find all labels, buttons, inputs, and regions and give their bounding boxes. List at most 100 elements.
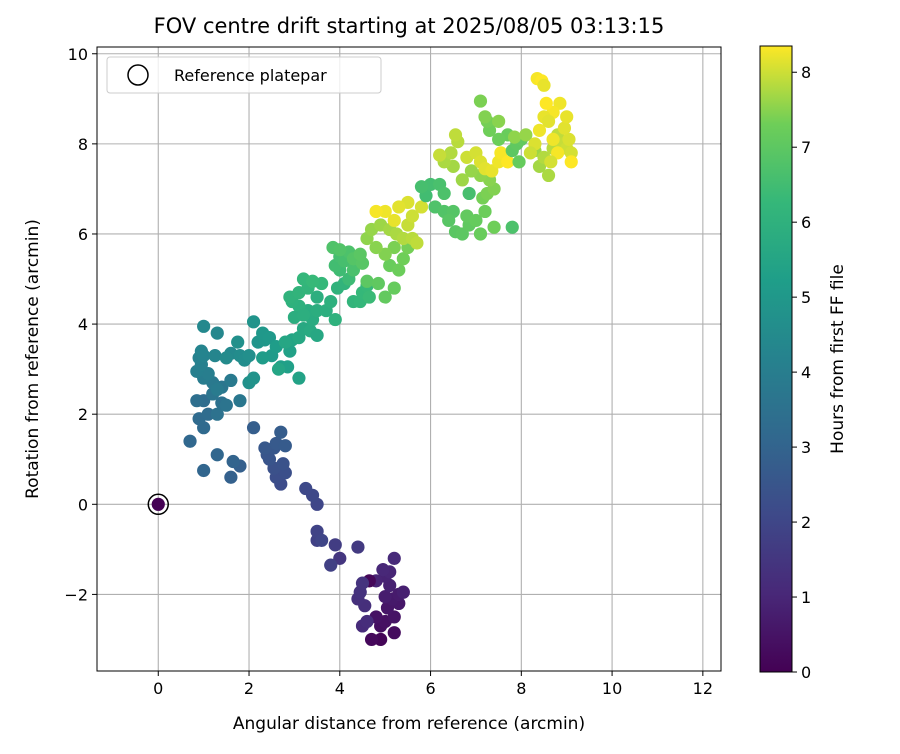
legend-entry-reference: Reference platepar: [174, 66, 327, 85]
colorbar-tick-label: 6: [801, 213, 811, 232]
data-point: [351, 540, 365, 554]
data-point: [392, 200, 406, 214]
x-axis-label: Angular distance from reference (arcmin): [233, 714, 585, 734]
data-point: [201, 367, 215, 381]
data-point: [369, 204, 383, 219]
y-axis-ticks: −2 0 2 4 6 8 10: [64, 45, 97, 604]
plot-frame: [96, 46, 722, 672]
data-point: [478, 110, 492, 124]
data-point: [262, 330, 277, 345]
data-point: [392, 263, 406, 277]
colorbar-ticks: 0 1 2 3 4 5 6 7 8: [792, 63, 811, 682]
reference-ring: [147, 493, 170, 516]
data-point: [387, 213, 401, 228]
reference-marker: [147, 493, 170, 516]
data-point: [492, 114, 506, 128]
x-tick-label: 10: [602, 679, 622, 698]
data-point: [224, 373, 238, 388]
data-point: [485, 164, 499, 178]
data-point: [414, 200, 429, 214]
data-point: [544, 155, 558, 169]
colorbar-tick-label: 8: [801, 63, 811, 82]
data-point: [455, 227, 469, 241]
data-point: [274, 425, 288, 439]
colorbar-tick-label: 3: [801, 438, 811, 457]
data-point: [231, 335, 245, 349]
data-point: [201, 407, 215, 421]
data-point: [371, 276, 385, 291]
data-point: [324, 558, 338, 572]
data-point: [539, 96, 553, 110]
data-point: [494, 146, 508, 160]
data-point: [560, 110, 574, 124]
data-point: [396, 252, 410, 266]
data-point: [246, 371, 261, 385]
data-point: [362, 290, 376, 304]
data-point: [208, 349, 222, 363]
data-point: [387, 281, 401, 295]
data-point: [487, 220, 501, 234]
legend-marker-icon: [127, 64, 149, 86]
data-point: [378, 290, 392, 304]
data-point: [276, 457, 290, 471]
data-point: [324, 294, 338, 309]
data-point: [219, 398, 233, 412]
colorbar-tick-label: 7: [801, 138, 811, 157]
data-point: [437, 186, 451, 201]
data-point: [507, 130, 522, 144]
data-point: [387, 610, 401, 624]
data-point: [537, 78, 551, 92]
data-point: [532, 123, 547, 137]
data-point: [364, 632, 379, 647]
data-point: [562, 132, 576, 146]
data-point: [328, 312, 342, 327]
data-point: [224, 470, 238, 484]
y-tick-label: −2: [64, 585, 88, 604]
data-point: [414, 180, 429, 194]
data-point: [305, 274, 320, 288]
x-tick-label: 0: [153, 679, 163, 698]
data-point: [299, 481, 313, 496]
data-point: [448, 128, 463, 142]
data-point: [271, 362, 286, 376]
data-point: [310, 290, 324, 304]
x-tick-label: 8: [516, 679, 526, 698]
data-point: [462, 186, 476, 201]
data-point: [442, 213, 456, 228]
data-point: [464, 164, 478, 178]
data-point: [360, 614, 374, 629]
data-point: [197, 463, 211, 478]
x-gridlines: [157, 47, 704, 671]
colorbar-tick-label: 4: [801, 363, 811, 382]
x-tick-label: 4: [335, 679, 345, 698]
data-point: [473, 227, 488, 241]
data-point: [197, 319, 211, 333]
data-point: [551, 146, 565, 160]
legend-box: [106, 56, 382, 94]
x-tick-label: 2: [244, 679, 254, 698]
data-point: [433, 148, 447, 162]
data-point: [355, 576, 370, 590]
y-tick-label: 6: [78, 225, 88, 244]
data-point: [246, 421, 261, 435]
data-point: [194, 344, 208, 358]
x-tick-label: 6: [425, 679, 435, 698]
legend: Reference platepar: [106, 56, 382, 94]
data-point: [258, 441, 272, 455]
data-point: [360, 274, 374, 288]
data-point: [278, 439, 292, 453]
data-point: [505, 220, 519, 234]
data-point: [233, 394, 247, 408]
data-point: [473, 94, 488, 108]
data-point: [190, 394, 204, 408]
data-point: [353, 247, 367, 261]
data-point: [256, 351, 270, 365]
data-point: [183, 434, 197, 448]
data-point: [210, 407, 224, 421]
data-point: [405, 209, 420, 223]
data-point: [492, 132, 506, 146]
data-point: [374, 632, 388, 647]
y-tick-label: 8: [78, 135, 88, 154]
x-axis-ticks: 0 2 4 6 8 10 12: [153, 671, 713, 698]
